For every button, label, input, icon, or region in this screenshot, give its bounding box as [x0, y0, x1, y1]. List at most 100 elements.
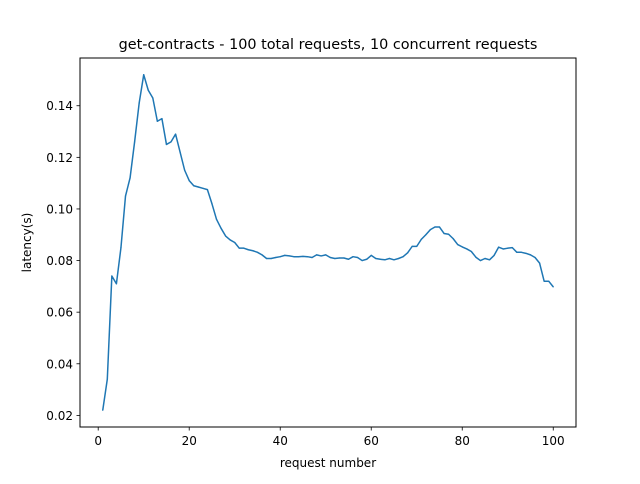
data-point [275, 257, 276, 258]
y-tick-label: 0.08 [46, 254, 73, 268]
data-point [184, 170, 185, 171]
data-point [348, 259, 349, 260]
data-point [375, 258, 376, 259]
data-point [202, 188, 203, 189]
data-point [466, 248, 467, 249]
data-point [198, 186, 199, 187]
data-point [434, 226, 435, 227]
data-point [280, 256, 281, 257]
data-point [539, 263, 540, 264]
data-point [366, 259, 367, 260]
data-point [484, 258, 485, 259]
data-point [544, 281, 545, 282]
data-point [321, 255, 322, 256]
data-point [489, 259, 490, 260]
data-point [352, 256, 353, 257]
data-point [180, 152, 181, 153]
data-point [175, 134, 176, 135]
data-point [512, 247, 513, 248]
data-point [343, 257, 344, 258]
data-point [325, 254, 326, 255]
data-point [443, 233, 444, 234]
data-point [143, 74, 144, 75]
data-point [516, 252, 517, 253]
data-point [284, 255, 285, 256]
data-point [371, 255, 372, 256]
data-point [139, 103, 140, 104]
x-tick-label: 0 [94, 434, 102, 448]
data-point [257, 252, 258, 253]
data-point [521, 252, 522, 253]
data-point [553, 286, 554, 287]
data-point [430, 229, 431, 230]
data-point [498, 247, 499, 248]
data-point [534, 257, 535, 258]
data-point [129, 177, 130, 178]
data-point [216, 219, 217, 220]
data-point [211, 203, 212, 204]
data-point [384, 259, 385, 260]
data-point [107, 379, 108, 380]
data-point [525, 253, 526, 254]
chart-title: get-contracts - 100 total requests, 10 c… [119, 37, 538, 53]
data-point [207, 189, 208, 190]
data-point [125, 195, 126, 196]
data-point [507, 248, 508, 249]
data-point [230, 239, 231, 240]
data-point [248, 249, 249, 250]
data-point [480, 260, 481, 261]
data-point [252, 250, 253, 251]
data-point [289, 255, 290, 256]
data-point [357, 257, 358, 258]
data-point [161, 118, 162, 119]
x-tick-label: 40 [273, 434, 288, 448]
y-tick-label: 0.12 [46, 151, 73, 165]
data-point [120, 247, 121, 248]
data-point [448, 234, 449, 235]
data-point [389, 258, 390, 259]
y-tick-label: 0.14 [46, 99, 73, 113]
data-point [307, 256, 308, 257]
data-point [302, 256, 303, 257]
data-point [416, 246, 417, 247]
data-point [316, 254, 317, 255]
data-point [261, 254, 262, 255]
data-point [362, 260, 363, 261]
data-point [193, 185, 194, 186]
data-point [166, 144, 167, 145]
y-tick-label: 0.06 [46, 306, 73, 320]
data-point [412, 246, 413, 247]
data-point [134, 141, 135, 142]
data-point [102, 410, 103, 411]
data-point [311, 257, 312, 258]
data-point [462, 246, 463, 247]
data-point [266, 258, 267, 259]
x-tick-label: 80 [455, 434, 470, 448]
data-point [453, 238, 454, 239]
data-point [439, 226, 440, 227]
data-point [421, 239, 422, 240]
data-point [111, 275, 112, 276]
data-point [530, 254, 531, 255]
data-point [148, 90, 149, 91]
data-point [271, 258, 272, 259]
data-point [407, 252, 408, 253]
data-point [457, 244, 458, 245]
data-point [298, 256, 299, 257]
data-point [239, 248, 240, 249]
data-point [425, 234, 426, 235]
data-point [548, 281, 549, 282]
x-tick-label: 100 [542, 434, 565, 448]
data-point [243, 248, 244, 249]
y-axis-label: latency(s) [20, 213, 34, 273]
data-point [170, 141, 171, 142]
y-tick-label: 0.02 [46, 409, 73, 423]
x-tick-label: 20 [182, 434, 197, 448]
data-point [475, 257, 476, 258]
y-tick-label: 0.04 [46, 357, 73, 371]
data-point [152, 97, 153, 98]
data-point [471, 251, 472, 252]
